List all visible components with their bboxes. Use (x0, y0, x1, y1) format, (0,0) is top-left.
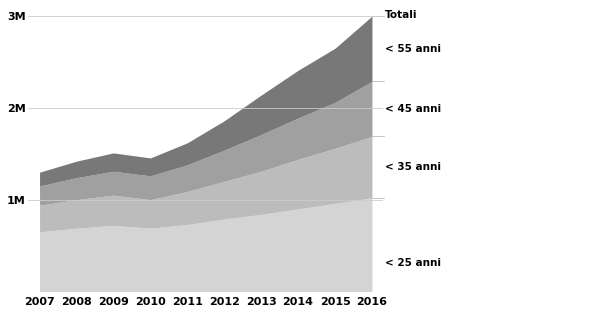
Text: < 55 anni: < 55 anni (385, 44, 441, 54)
Text: < 45 anni: < 45 anni (385, 104, 441, 114)
Text: < 25 anni: < 25 anni (385, 258, 441, 268)
Text: < 35 anni: < 35 anni (385, 162, 441, 172)
Text: Totali: Totali (385, 10, 417, 20)
